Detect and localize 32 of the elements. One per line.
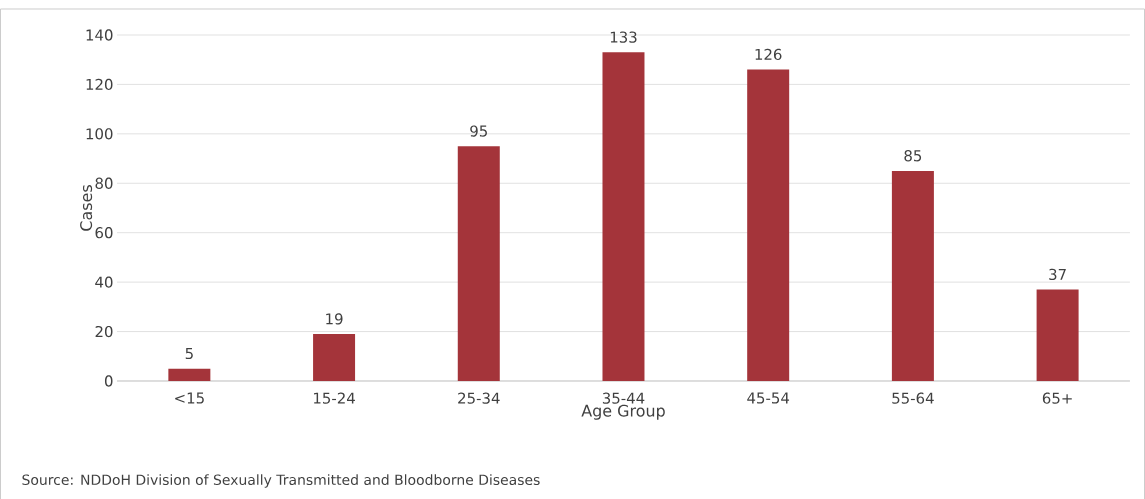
data-label: 95 <box>470 125 487 137</box>
data-label: 19 <box>326 313 343 325</box>
data-label: 133 <box>610 31 637 43</box>
bar <box>313 334 356 381</box>
x-tick-label: 25-34 <box>458 392 500 404</box>
data-label: 126 <box>755 48 782 61</box>
bar <box>891 170 934 381</box>
data-label: 5 <box>185 348 193 360</box>
bar <box>602 52 645 381</box>
y-axis-title: Cases <box>80 185 93 231</box>
x-tick-label: 15-24 <box>314 392 355 404</box>
data-label: 37 <box>1049 268 1066 281</box>
x-tick-label: <15 <box>175 392 204 404</box>
bar <box>747 69 790 381</box>
bar <box>168 368 211 381</box>
bar <box>1036 289 1079 381</box>
x-tick-label: 65+ <box>1042 392 1072 404</box>
x-tick-label: 45-54 <box>747 392 790 404</box>
y-tick-label: 40 <box>95 276 113 288</box>
y-tick-label: 140 <box>86 29 113 41</box>
x-axis-title: Age Group <box>581 404 665 420</box>
y-tick-label: 100 <box>86 128 113 140</box>
y-tick-label: 20 <box>95 325 113 338</box>
x-tick-label: 55-64 <box>892 392 934 404</box>
source-note: Source: NDDoH Division of Sexually Transmitted and Bloodborne Diseases <box>22 474 540 488</box>
x-tick-label: 35-44 <box>602 392 645 404</box>
y-tick-label: 0 <box>104 375 113 387</box>
y-tick-label: 60 <box>95 227 113 239</box>
y-tick-label: 120 <box>86 78 113 91</box>
y-tick-label: 80 <box>95 177 113 189</box>
data-label: 85 <box>904 150 922 162</box>
bar <box>457 146 500 381</box>
